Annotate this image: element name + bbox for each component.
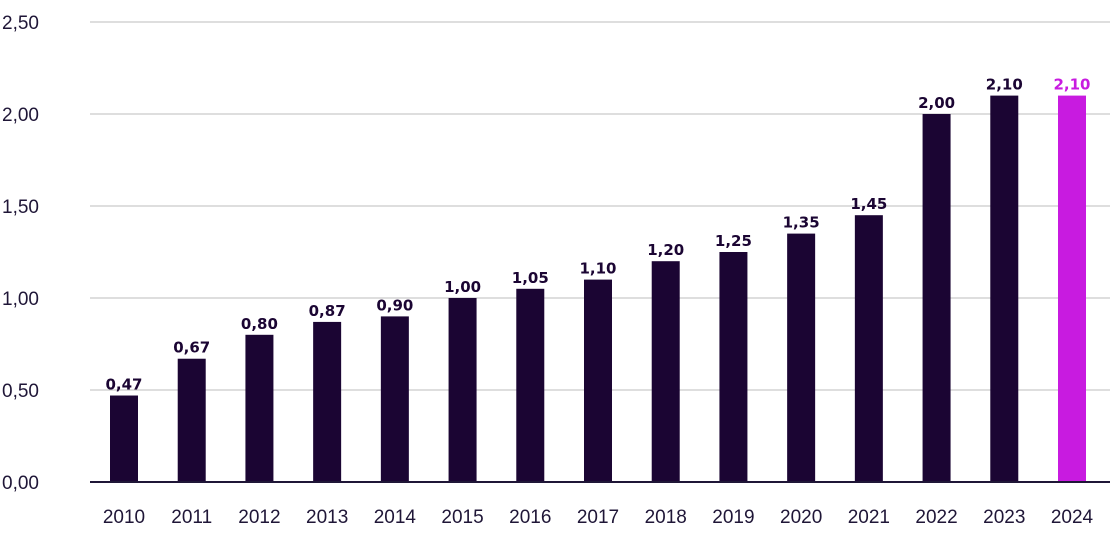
data-label-2024: 2,10 — [1053, 76, 1090, 94]
data-label-2014: 0,90 — [376, 296, 413, 314]
bar-2023 — [990, 95, 1019, 482]
bar-2011 — [177, 358, 206, 482]
bar-2020 — [787, 233, 816, 482]
y-tick-label: 1,50 — [2, 197, 39, 218]
data-label-2016: 1,05 — [512, 269, 549, 287]
bar-2017 — [584, 279, 612, 482]
bar-2012 — [245, 334, 274, 482]
data-label-2021: 1,45 — [850, 195, 887, 213]
data-label-2011: 0,67 — [173, 339, 210, 357]
x-tick-label-2012: 2012 — [238, 507, 280, 528]
x-tick-label-2018: 2018 — [645, 507, 687, 528]
bar-2010 — [110, 395, 138, 482]
x-tick-label-2023: 2023 — [983, 507, 1025, 528]
y-tick-label: 2,50 — [2, 13, 39, 34]
y-tick-label: 2,00 — [2, 105, 39, 126]
x-tick-label-2021: 2021 — [848, 507, 890, 528]
x-axis-ticks: 2010 2011 2012 2013 2014 2015 2016 2017 2018 2019… — [103, 507, 1094, 528]
data-label-2017: 1,10 — [579, 260, 616, 278]
x-tick-label-2020: 2020 — [780, 507, 822, 528]
data-label-2015: 1,00 — [444, 278, 481, 296]
data-label-2012: 0,80 — [241, 315, 278, 333]
y-axis-ticks: 0,00 0,50 1,00 1,50 2,00 2,50 — [2, 13, 39, 494]
x-tick-label-2010: 2010 — [103, 507, 145, 528]
x-tick-label-2014: 2014 — [374, 507, 417, 528]
data-label-2019: 1,25 — [715, 232, 752, 250]
x-tick-label-2011: 2011 — [171, 507, 212, 528]
bars — [110, 95, 1086, 482]
x-tick-label-2013: 2013 — [306, 507, 348, 528]
data-label-2023: 2,10 — [986, 76, 1023, 94]
x-tick-label-2019: 2019 — [712, 507, 754, 528]
x-tick-label-2022: 2022 — [915, 507, 957, 528]
bar-2022 — [922, 114, 951, 482]
data-label-2018: 1,20 — [647, 241, 684, 259]
bar-2015 — [448, 298, 477, 482]
x-tick-label-2017: 2017 — [577, 507, 619, 528]
bar-2018 — [651, 261, 680, 482]
data-labels: 0,47 0,67 0,80 0,87 0,90 1,00 1,05 1,10 1,20 1,25… — [105, 76, 1090, 394]
y-tick-label: 0,50 — [2, 381, 39, 402]
data-label-2022: 2,00 — [918, 94, 955, 112]
y-tick-label: 0,00 — [2, 473, 39, 494]
x-tick-label-2016: 2016 — [509, 507, 551, 528]
data-label-2020: 1,35 — [783, 214, 820, 232]
data-label-2013: 0,87 — [309, 302, 346, 320]
bar-2019 — [719, 252, 748, 482]
y-tick-label: 1,00 — [2, 289, 39, 310]
bar-2014 — [380, 316, 409, 482]
bar-2013 — [313, 321, 342, 482]
bar-2024 — [1058, 95, 1086, 482]
bar-2016 — [516, 288, 545, 482]
x-tick-label-2015: 2015 — [441, 507, 483, 528]
data-label-2010: 0,47 — [105, 376, 142, 394]
x-tick-label-2024: 2024 — [1051, 507, 1094, 528]
bar-2021 — [854, 215, 883, 482]
